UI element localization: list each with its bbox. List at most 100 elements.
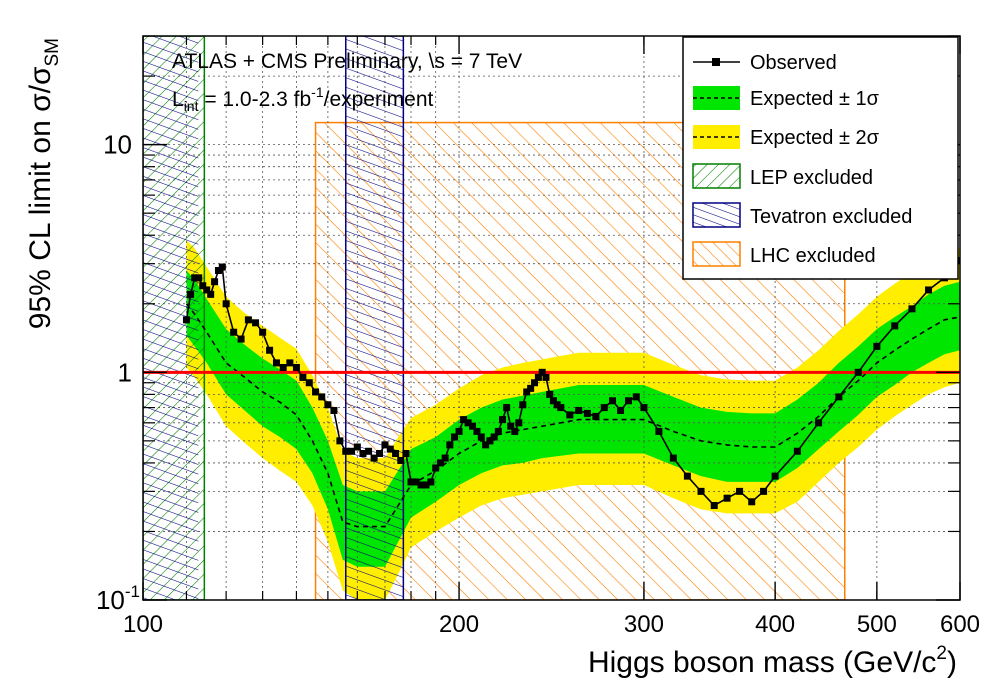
observed-point xyxy=(244,316,252,324)
observed-point xyxy=(557,404,565,412)
observed-point xyxy=(655,427,663,435)
observed-point xyxy=(446,441,454,449)
observed-point xyxy=(736,487,744,495)
legend-entry-band2: Expected ± 2σ xyxy=(693,125,880,149)
observed-point xyxy=(259,328,267,336)
observed-point xyxy=(482,441,490,449)
observed-point xyxy=(723,494,731,502)
observed-point xyxy=(697,487,705,495)
legend-swatch-lep xyxy=(692,163,741,189)
observed-point xyxy=(891,322,899,330)
observed-point xyxy=(486,437,494,445)
observed-point xyxy=(710,502,718,510)
observed-point xyxy=(511,427,519,435)
observed-point xyxy=(600,404,608,412)
observed-point xyxy=(376,449,384,457)
observed-point xyxy=(336,437,344,445)
tevatron-excluded-region xyxy=(345,36,405,600)
observed-point xyxy=(392,449,400,457)
observed-point xyxy=(365,447,373,455)
observed-point xyxy=(469,422,477,430)
observed-point xyxy=(299,373,307,381)
observed-point xyxy=(386,445,394,453)
observed-point xyxy=(546,390,554,398)
legend-swatch-observed-marker xyxy=(712,58,720,66)
observed-point xyxy=(503,404,511,412)
observed-point xyxy=(460,416,468,424)
observed-point xyxy=(312,388,320,396)
observed-point xyxy=(534,373,542,381)
observed-point xyxy=(464,419,472,427)
observed-point xyxy=(417,481,425,489)
observed-point xyxy=(925,286,933,294)
legend-swatch-lhc xyxy=(692,241,741,267)
observed-point xyxy=(542,373,550,381)
x-tick-label: 500 xyxy=(857,611,897,638)
observed-point xyxy=(182,316,190,324)
observed-point xyxy=(583,409,591,417)
observed-point xyxy=(507,422,515,430)
observed-point xyxy=(199,282,207,290)
observed-point xyxy=(608,397,616,405)
observed-point xyxy=(286,359,294,367)
observed-point xyxy=(494,427,502,435)
observed-point xyxy=(214,267,222,275)
header-line-1: ATLAS + CMS Preliminary, \s = 7 TeV xyxy=(172,50,522,73)
legend-box xyxy=(682,36,959,280)
legend-label-lep: LEP excluded xyxy=(750,167,873,189)
observed-point xyxy=(760,487,768,495)
observed-point xyxy=(490,433,498,441)
observed-point xyxy=(195,274,203,282)
observed-point xyxy=(222,300,230,308)
observed-point xyxy=(624,397,632,405)
observed-point xyxy=(422,481,430,489)
observed-point xyxy=(617,406,625,414)
legend-entry-tevatron: Tevatron excluded xyxy=(692,202,912,228)
x-tick-label: 300 xyxy=(624,611,664,638)
observed-markers xyxy=(182,256,960,510)
observed-point xyxy=(669,454,677,462)
observed-point xyxy=(477,433,485,441)
observed-point xyxy=(203,286,211,294)
legend-label-band1: Expected ± 1σ xyxy=(750,88,880,110)
legend-label-band2: Expected ± 2σ xyxy=(750,127,880,149)
observed-point xyxy=(218,263,226,271)
observed-point xyxy=(683,472,691,480)
observed-point xyxy=(854,368,862,376)
observed-point xyxy=(318,393,326,401)
observed-point xyxy=(566,411,574,419)
observed-point xyxy=(237,335,245,343)
observed-point xyxy=(324,401,332,409)
observed-point xyxy=(436,459,444,467)
observed-point xyxy=(473,427,481,435)
observed-point xyxy=(272,359,280,367)
observed-point xyxy=(441,454,449,462)
observed-point xyxy=(279,363,287,371)
x-tick-label: 400 xyxy=(755,611,795,638)
observed-point xyxy=(632,393,640,401)
observed-point xyxy=(523,388,531,396)
expected-median-line xyxy=(185,303,960,528)
x-axis-label: Higgs boson mass (GeV/c2) xyxy=(588,643,957,679)
observed-point xyxy=(748,498,756,506)
legend-swatch-tevatron xyxy=(692,202,741,228)
observed-point xyxy=(292,363,300,371)
y-axis-label: 95% CL limit on σ/σSM xyxy=(24,38,63,329)
observed-point xyxy=(908,305,916,313)
observed-point xyxy=(450,433,458,441)
y-tick-label: 10-1 xyxy=(96,582,140,615)
observed-point xyxy=(412,478,420,486)
observed-point xyxy=(252,319,260,327)
observed-point xyxy=(353,443,361,451)
legend-label-tevatron: Tevatron excluded xyxy=(750,206,912,228)
observed-point xyxy=(359,449,367,457)
observed-point xyxy=(370,454,378,462)
observed-point xyxy=(187,290,195,298)
x-tick-label: 100 xyxy=(123,611,163,638)
observed-point xyxy=(793,447,801,455)
observed-point xyxy=(211,278,219,286)
legend-entry-lhc: LHC excluded xyxy=(692,241,876,267)
observed-point xyxy=(519,401,527,409)
y-tick-label: 10 xyxy=(103,130,132,160)
axes: 100 200 300 400 500 600 10-1 1 10 xyxy=(96,35,980,638)
